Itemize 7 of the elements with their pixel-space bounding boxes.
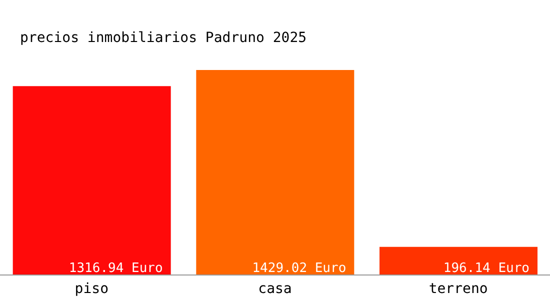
x-tick-label: terreno xyxy=(428,280,488,297)
x-tick-label: piso xyxy=(74,280,109,297)
data-label: 196.14 Euro xyxy=(443,261,530,276)
data-label: 1316.94 Euro xyxy=(68,261,163,276)
data-label: 1429.02 Euro xyxy=(252,261,346,276)
chart-title: precios inmobiliarios Padruno 2025 xyxy=(20,30,307,46)
x-tick-label: casa xyxy=(258,280,292,297)
